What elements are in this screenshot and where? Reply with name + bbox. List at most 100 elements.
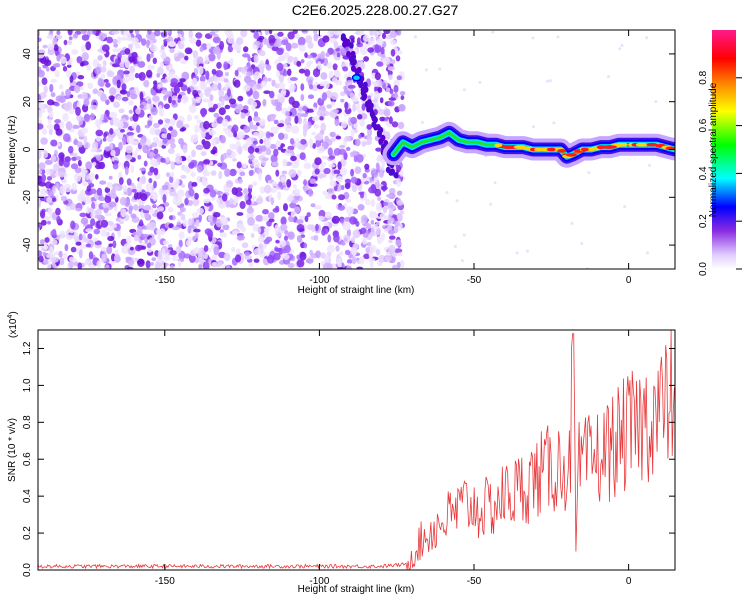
noise-speckle	[389, 30, 398, 39]
noise-speckle	[303, 242, 308, 249]
noise-speckle	[326, 104, 333, 109]
noise-speckle	[385, 87, 391, 93]
noise-speckle	[150, 262, 154, 266]
noise-speckle	[63, 133, 71, 142]
noise-speckle	[159, 228, 166, 235]
noise-speckle	[96, 187, 103, 196]
noise-speckle	[170, 265, 175, 269]
noise-speckle	[41, 128, 48, 136]
noise-speckle	[380, 185, 388, 191]
noise-speckle	[68, 256, 76, 262]
noise-speckle	[269, 187, 277, 193]
noise-speckle	[260, 67, 265, 75]
noise-speckle	[160, 78, 168, 84]
noise-speckle	[318, 215, 325, 221]
noise-speckle	[213, 246, 220, 256]
noise-speckle	[304, 52, 308, 58]
noise-speckle	[123, 160, 130, 170]
bottom-y-axis: 0.0 0.2 0.4 0.6 0.8 1.0 1.2	[22, 341, 675, 577]
noise-speckle	[201, 139, 206, 146]
noise-speckle	[196, 207, 204, 215]
noise-speckle	[284, 235, 288, 241]
noise-speckle	[396, 213, 403, 221]
noise-speckle	[359, 191, 365, 199]
noise-speckle	[262, 215, 269, 222]
noise-speckle	[129, 65, 136, 74]
noise-speckle	[121, 96, 129, 102]
noise-speckle	[321, 110, 330, 116]
noise-speckle	[263, 90, 271, 94]
noise-speckle	[208, 129, 216, 136]
noise-speckle	[265, 131, 271, 139]
noise-speckle	[277, 82, 286, 89]
noise-speckle	[208, 53, 216, 62]
noise-speckle	[252, 116, 261, 122]
noise-speckle	[268, 90, 275, 99]
noise-speckle	[133, 204, 139, 211]
noise-speckle	[186, 155, 192, 163]
noise-speckle	[320, 161, 326, 167]
noise-speckle	[94, 215, 102, 219]
noise-speckle	[216, 116, 224, 124]
noise-speckle	[391, 121, 399, 128]
noise-speckle	[209, 189, 217, 198]
noise-speckle	[180, 59, 187, 64]
noise-speckle	[105, 227, 114, 232]
y-tick-label: 20	[22, 96, 33, 108]
noise-speckle	[122, 76, 130, 84]
noise-speckle	[376, 236, 383, 245]
noise-speckle	[374, 43, 382, 54]
noise-speckle	[38, 151, 42, 159]
noise-speckle	[315, 223, 319, 232]
noise-speckle	[296, 112, 303, 118]
noise-speckle	[180, 213, 186, 221]
noise-speckle	[363, 253, 370, 260]
noise-speckle	[623, 205, 627, 209]
noise-speckle	[304, 215, 309, 223]
noise-speckle	[219, 135, 226, 144]
noise-speckle	[235, 254, 242, 263]
noise-streak-dot	[393, 172, 399, 179]
noise-speckle	[77, 262, 83, 269]
noise-speckle	[129, 30, 134, 34]
noise-speckle	[387, 214, 392, 223]
noise-speckle	[654, 100, 658, 103]
noise-speckle	[295, 219, 304, 225]
noise-speckle	[40, 188, 48, 196]
noise-speckle	[351, 236, 356, 243]
x-tick-label: -100	[309, 275, 329, 286]
noise-speckle	[270, 154, 278, 163]
noise-speckles	[38, 30, 675, 269]
noise-speckle	[170, 78, 178, 85]
noise-speckle	[232, 230, 239, 236]
noise-speckle	[253, 40, 261, 46]
noise-speckle	[152, 204, 157, 209]
noise-speckle	[212, 262, 218, 267]
noise-speckle	[90, 211, 96, 219]
x-tick-label: 0	[626, 275, 632, 286]
noise-speckle	[252, 90, 260, 100]
noise-speckle	[120, 56, 129, 63]
noise-speckle	[152, 95, 160, 102]
noise-speckle	[137, 55, 143, 62]
noise-speckle	[342, 66, 349, 72]
noise-speckle	[243, 188, 249, 195]
noise-speckle	[160, 89, 169, 95]
noise-speckle	[42, 251, 47, 257]
noise-speckle	[172, 196, 178, 205]
noise-speckle	[265, 64, 272, 71]
noise-speckle	[69, 74, 74, 83]
noise-speckle	[221, 193, 228, 202]
noise-speckle	[154, 30, 161, 37]
noise-speckle	[46, 197, 53, 203]
noise-speckle	[233, 79, 241, 88]
noise-speckle	[258, 50, 266, 57]
noise-speckle	[215, 190, 223, 195]
noise-speckle	[320, 122, 327, 132]
noise-speckle	[146, 69, 153, 78]
noise-speckle	[275, 38, 283, 47]
noise-speckle	[88, 172, 96, 181]
noise-speckle	[139, 91, 144, 101]
noise-speckle	[199, 81, 207, 90]
ridge-peak	[494, 143, 503, 148]
